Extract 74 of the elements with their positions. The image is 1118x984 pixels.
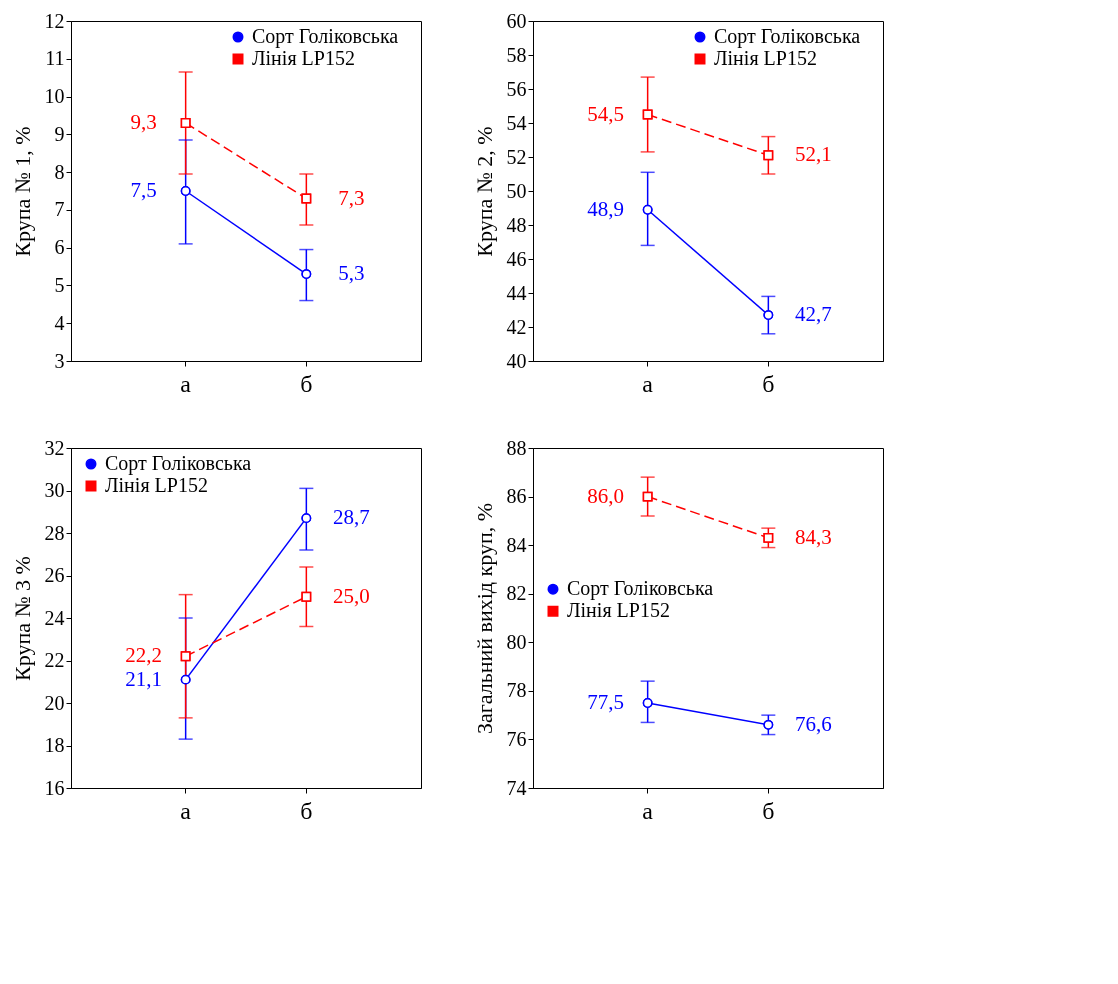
y-axis-title: Крупа № 1, % [9,126,35,257]
y-tick-label: 82 [506,582,527,605]
data-label: 22,2 [125,643,163,668]
data-label: 86,0 [587,483,625,508]
x-tick-label: б [762,797,775,824]
y-tick-label: 52 [506,145,527,168]
y-tick-label: 12 [44,9,65,32]
y-tick-label: 74 [506,776,527,799]
y-tick-label: 3 [54,349,65,372]
y-tick-label: 56 [506,77,527,100]
x-tick-label: б [300,370,313,397]
y-tick-label: 58 [506,43,527,66]
y-tick-label: 5 [54,273,65,296]
y-tick-label: 46 [506,247,527,270]
data-label: 7,3 [338,185,365,210]
y-tick-label: 42 [506,315,527,338]
legend-label: Лінія LP152 [714,47,817,69]
legend-label: Сорт Голіковська [105,452,252,475]
y-tick-label: 48 [506,213,527,236]
y-tick-label: 26 [44,564,65,586]
y-tick-label: 78 [506,679,527,702]
x-tick-label: а [180,370,192,397]
data-label: 28,7 [332,505,370,530]
data-label: 84,3 [794,524,832,549]
y-tick-label: 22 [44,649,65,671]
y-axis-title: Крупа № 3 % [9,556,35,681]
legend-label: Лінія LP152 [567,599,670,622]
y-tick-label: 60 [506,9,527,32]
data-label: 5,3 [338,261,365,286]
y-tick-label: 84 [506,533,527,556]
y-tick-label: 40 [506,349,527,372]
x-tick-label: а [180,797,192,824]
y-tick-label: 9 [54,122,65,145]
legend-label: Лінія LP152 [252,47,355,69]
data-label: 9,3 [130,110,157,134]
y-tick-label: 44 [506,281,527,304]
x-tick-label: б [762,370,775,397]
y-tick-label: 6 [54,236,65,259]
y-tick-label: 16 [44,776,65,799]
data-label: 7,5 [130,178,157,202]
x-tick-label: б [300,797,313,824]
y-axis-title: Загальний вихід круп, % [471,502,497,735]
y-tick-label: 30 [44,479,65,501]
y-tick-label: 10 [44,85,65,108]
y-tick-label: 7 [54,198,65,221]
x-tick-label: а [642,370,654,397]
data-label: 42,7 [794,302,832,327]
y-tick-label: 80 [506,630,527,653]
data-label: 77,5 [587,690,625,714]
legend-label: Сорт Голіковська [252,25,399,48]
y-tick-label: 76 [506,727,527,750]
y-tick-label: 86 [506,485,527,508]
data-label: 54,5 [587,101,625,126]
data-label: 76,6 [794,711,832,736]
legend-label: Сорт Голіковська [714,25,861,48]
y-tick-label: 18 [44,734,65,756]
legend-label: Лінія LP152 [105,474,208,496]
x-tick-label: а [642,797,654,824]
y-tick-label: 24 [44,606,65,629]
y-tick-label: 54 [506,111,527,134]
y-tick-label: 8 [54,160,65,183]
y-tick-label: 4 [54,311,65,334]
legend-label: Сорт Голіковська [567,577,714,601]
y-tick-label: 32 [44,436,65,459]
y-tick-label: 50 [506,179,527,202]
data-label: 25,0 [332,583,370,608]
data-label: 48,9 [587,196,625,221]
y-tick-label: 20 [44,691,65,714]
y-axis-title: Крупа № 2, % [471,126,497,257]
data-label: 52,1 [794,142,832,167]
data-label: 21,1 [125,666,163,691]
y-tick-label: 28 [44,521,65,544]
y-tick-label: 88 [506,436,527,459]
y-tick-label: 11 [45,47,65,70]
